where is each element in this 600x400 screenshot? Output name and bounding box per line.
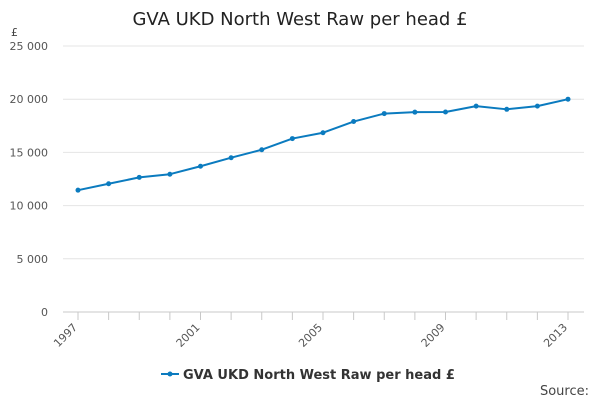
chart-title: GVA UKD North West Raw per head £: [132, 9, 467, 30]
data-point[interactable]: [534, 103, 540, 109]
legend-item-label: GVA UKD North West Raw per head £: [183, 368, 455, 383]
x-axis-ticks: 1997 2001 2005 2009 2013: [51, 312, 570, 350]
x-tick-label: 1997: [51, 321, 80, 350]
x-tick-label: 2013: [541, 321, 570, 350]
y-tick-label: 20 000: [10, 93, 49, 106]
data-point[interactable]: [443, 109, 448, 115]
data-point[interactable]: [289, 136, 295, 142]
series-group: [75, 96, 571, 193]
data-point[interactable]: [320, 130, 326, 136]
legend-swatch-marker: [167, 371, 173, 377]
y-tick-label: 0: [41, 306, 48, 319]
data-point[interactable]: [259, 147, 265, 153]
y-axis-unit: £: [11, 26, 18, 39]
y-tick-label: 5 000: [17, 253, 49, 266]
data-point[interactable]: [228, 155, 234, 161]
data-point[interactable]: [473, 103, 479, 109]
x-tick-label: 2005: [296, 321, 325, 350]
gridlines: [63, 45, 584, 260]
series-line: [77, 98, 569, 192]
legend[interactable]: GVA UKD North West Raw per head £: [161, 368, 455, 383]
x-tick-label: 2009: [419, 321, 448, 350]
data-point[interactable]: [106, 181, 112, 187]
data-point[interactable]: [381, 111, 387, 117]
data-point[interactable]: [351, 119, 357, 125]
data-point[interactable]: [412, 109, 418, 115]
data-point[interactable]: [167, 171, 173, 177]
data-point[interactable]: [504, 106, 510, 112]
data-point[interactable]: [136, 174, 142, 180]
data-point[interactable]: [565, 96, 571, 102]
data-point[interactable]: [75, 187, 81, 193]
y-tick-label: 10 000: [10, 200, 49, 213]
data-point[interactable]: [198, 163, 203, 169]
y-tick-label: 25 000: [10, 40, 49, 53]
y-tick-label: 15 000: [10, 146, 49, 159]
source-label: Source:: [540, 384, 589, 399]
y-axis-tick-labels: 0 5 000 10 000 15 000 20 000 25 000: [10, 40, 49, 319]
x-tick-label: 2001: [174, 321, 203, 350]
